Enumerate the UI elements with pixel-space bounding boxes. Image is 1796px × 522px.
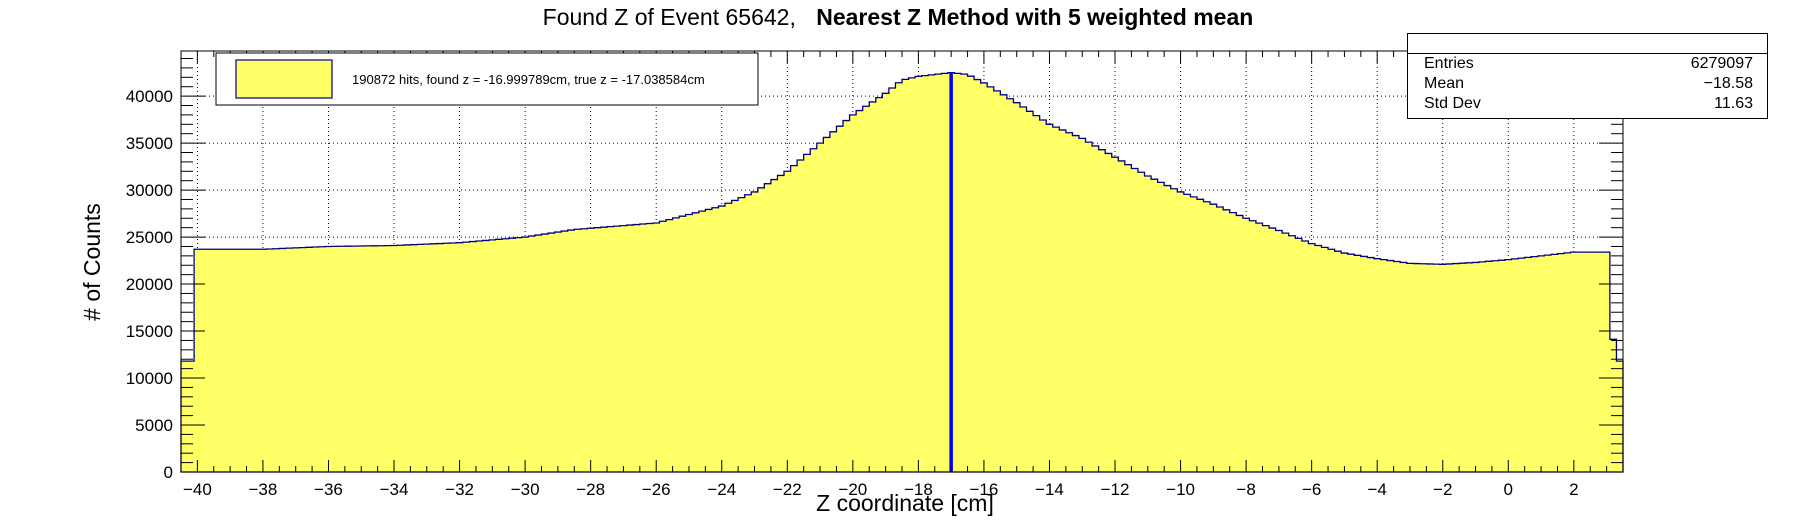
stats-value: 11.63 [1714, 95, 1753, 112]
legend-swatch [235, 59, 333, 99]
stats-row-stddev: Std Dev 11.63 [1408, 94, 1767, 114]
x-tick-label: −2 [1433, 480, 1452, 499]
legend: 190872 hits, found z = -16.999789cm, tru… [215, 52, 759, 106]
legend-entry-label: 190872 hits, found z = -16.999789cm, tru… [352, 72, 705, 87]
x-tick-label: −16 [970, 480, 999, 499]
chart-title-main: Found Z of Event 65642, [542, 4, 796, 30]
stats-label: Mean [1424, 75, 1465, 92]
y-tick-label: 25000 [126, 228, 173, 247]
x-tick-label: −36 [314, 480, 343, 499]
x-axis: −40 −38 −36 −34 −32 −30 −28 −26 −24 −22 −20 −18 −16−… [180, 51, 1624, 499]
x-tick-label: −10 [1166, 480, 1195, 499]
x-tick-label: −4 [1368, 480, 1387, 499]
x-tick-label: −32 [445, 480, 474, 499]
x-tick-label: −18 [904, 480, 933, 499]
x-tick-label: −40 [183, 480, 212, 499]
stats-header [1408, 34, 1767, 54]
y-tick-label: 10000 [126, 369, 173, 388]
x-tick-label: −38 [249, 480, 278, 499]
stats-box: Entries 6279097 Mean −18.58 Std Dev 11.6… [1407, 33, 1768, 119]
x-tick-label: −28 [576, 480, 605, 499]
y-tick-label: 30000 [126, 181, 173, 200]
y-axis: 0 5000 10000 15000 20000 25000 30000 35000 40000 [126, 58, 1623, 482]
chart-title: Found Z of Event 65642, Nearest Z Method… [0, 4, 1796, 31]
x-tick-label: −8 [1236, 480, 1255, 499]
y-axis-label: # of Counts [79, 203, 105, 321]
x-tick-label: −34 [380, 480, 409, 499]
y-tick-label: 20000 [126, 275, 173, 294]
x-tick-label: −26 [642, 480, 671, 499]
y-tick-label: 15000 [126, 322, 173, 341]
x-tick-label: −12 [1101, 480, 1130, 499]
x-tick-label: −22 [773, 480, 802, 499]
x-tick-label: −24 [707, 480, 736, 499]
chart-title-method: Nearest Z Method with 5 weighted mean [816, 4, 1254, 30]
x-tick-label: 2 [1569, 480, 1578, 499]
histogram-series [180, 71, 1624, 473]
stats-label: Entries [1424, 55, 1474, 72]
stats-value: −18.58 [1703, 75, 1753, 92]
x-axis-label: Z coordinate [cm] [816, 490, 994, 516]
x-tick-label: 0 [1504, 480, 1513, 499]
stats-row-mean: Mean −18.58 [1408, 74, 1767, 94]
y-tick-label: 40000 [126, 87, 173, 106]
y-tick-label: 5000 [135, 416, 173, 435]
x-tick-label: −30 [511, 480, 540, 499]
stats-label: Std Dev [1424, 95, 1481, 112]
x-tick-label: −20 [838, 480, 867, 499]
stats-row-entries: Entries 6279097 [1408, 54, 1767, 74]
x-tick-label: −6 [1302, 480, 1321, 499]
stats-value: 6279097 [1690, 55, 1753, 72]
y-tick-label: 35000 [126, 134, 173, 153]
x-tick-label: −14 [1035, 480, 1064, 499]
y-tick-label: 0 [164, 463, 173, 482]
